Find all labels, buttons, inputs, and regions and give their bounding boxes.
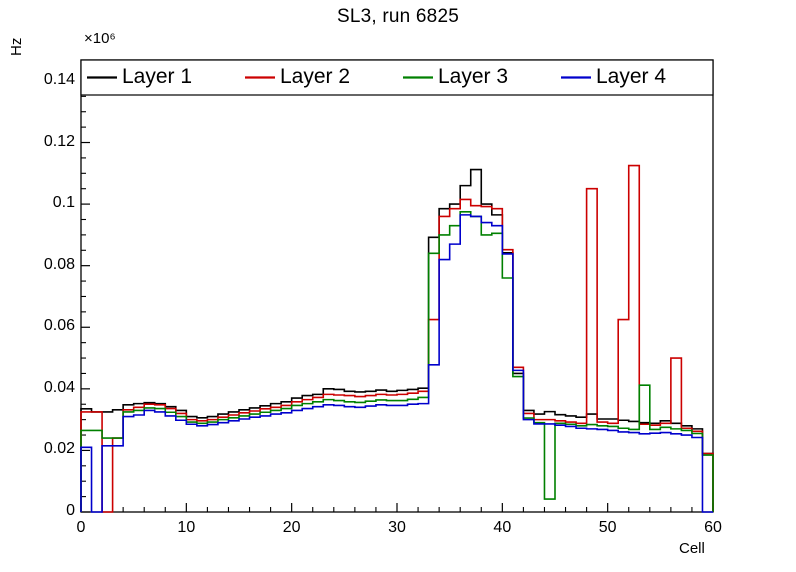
y-tick-label: 0.04: [43, 378, 75, 396]
legend-entry-4[interactable]: Layer 4: [596, 65, 667, 88]
y-tick-label: 0: [66, 502, 75, 519]
series-line-3: [80, 211, 714, 512]
y-tick-label: 0.02: [43, 440, 75, 458]
x-tick-label: 40: [493, 519, 512, 536]
series-line-2: [80, 164, 714, 513]
x-tick-label: 10: [177, 519, 196, 536]
legend-entry-1[interactable]: Layer 1: [122, 65, 193, 88]
legend-box: [80, 59, 714, 96]
legend-entry-3[interactable]: Layer 3: [438, 65, 509, 88]
chart-title: SL3, run 6825: [337, 6, 459, 27]
plot-frame: [80, 59, 714, 513]
y-tick-label: 0.12: [43, 132, 75, 150]
x-tick-label: 0: [76, 519, 86, 536]
x-tick-label: 50: [598, 519, 617, 536]
y-tick-label: 0.06: [43, 317, 75, 335]
series-line-4: [80, 214, 713, 513]
x-tick-label: 60: [704, 519, 722, 536]
x-tick-label: 30: [388, 519, 406, 536]
y-tick-label: 0.14: [43, 70, 75, 88]
y-tick-label: 0.1: [52, 194, 75, 212]
legend-entry-2[interactable]: Layer 2: [280, 65, 351, 88]
y-tick-label: 0.08: [43, 255, 75, 273]
x-axis-label: Cell: [679, 540, 705, 557]
x-tick-label: 20: [282, 519, 301, 536]
y-axis-exponent: ×10⁶: [84, 30, 116, 47]
